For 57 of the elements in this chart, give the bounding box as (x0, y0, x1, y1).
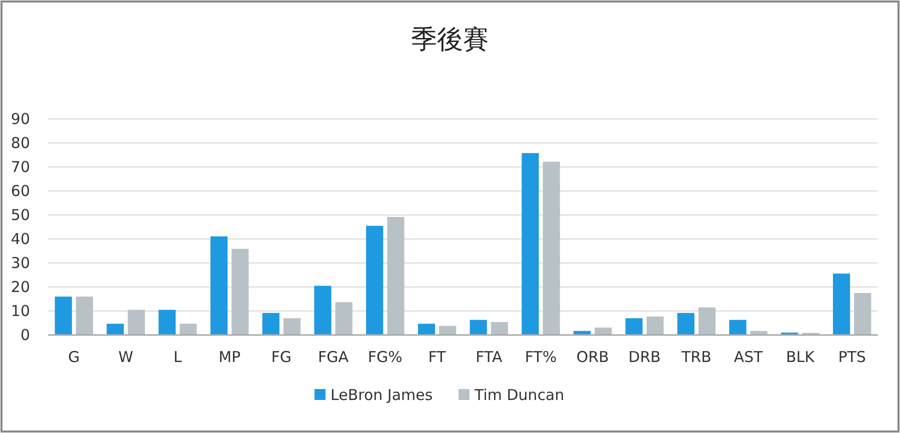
x-tick-label: FTA (476, 348, 503, 366)
bar (854, 293, 872, 335)
bar (418, 324, 436, 335)
bar (522, 153, 539, 335)
x-tick-label: AST (734, 348, 764, 366)
x-tick-label: BLK (786, 348, 816, 366)
bar (232, 248, 249, 335)
y-tick-label: 40 (10, 230, 30, 248)
bar (698, 307, 716, 335)
x-tick-label: L (174, 348, 183, 366)
bar (106, 324, 124, 335)
bar (210, 236, 228, 335)
y-tick-label: 50 (10, 206, 30, 224)
legend-label: LeBron James (330, 386, 433, 404)
x-tick-label: FT% (524, 348, 557, 366)
bar (366, 226, 384, 335)
bar (314, 286, 332, 335)
x-tick-label: PTS (838, 348, 866, 366)
y-tick-label: 20 (10, 278, 30, 296)
bar (180, 324, 197, 335)
y-tick-label: 90 (10, 110, 30, 128)
x-tick-label: FG (271, 348, 292, 366)
bar (832, 274, 850, 335)
x-tick-label: FT (428, 348, 447, 366)
bar (490, 322, 508, 335)
bar (76, 296, 94, 335)
y-tick-label: 80 (10, 134, 30, 152)
x-tick-label: W (118, 348, 134, 366)
bar (729, 320, 746, 335)
x-tick-label: MP (218, 348, 241, 366)
bar (128, 310, 145, 335)
y-tick-label: 10 (10, 302, 30, 320)
bar (677, 312, 694, 335)
x-tick-label: FG% (368, 348, 402, 366)
chart-title: 季後賽 (411, 25, 489, 55)
bar (439, 326, 456, 335)
bar (262, 312, 280, 335)
y-tick-label: 60 (10, 182, 30, 200)
x-tick-label: TRB (680, 348, 712, 366)
bar (54, 296, 72, 335)
bar (625, 318, 643, 335)
x-tick-label: FGA (318, 348, 350, 366)
y-tick-label: 70 (10, 158, 30, 176)
bar (542, 162, 560, 335)
bar (387, 216, 404, 335)
x-tick-label: G (68, 348, 80, 366)
bar (283, 318, 301, 335)
legend-label: Tim Duncan (474, 386, 564, 404)
x-tick-label: ORB (576, 348, 609, 366)
bar (158, 310, 176, 335)
y-tick-label: 0 (20, 326, 30, 344)
y-tick-label: 30 (10, 254, 30, 272)
bar (335, 302, 352, 335)
bar (594, 328, 612, 335)
bar (470, 320, 487, 335)
x-tick-label: DRB (628, 348, 661, 366)
bar (646, 316, 664, 335)
